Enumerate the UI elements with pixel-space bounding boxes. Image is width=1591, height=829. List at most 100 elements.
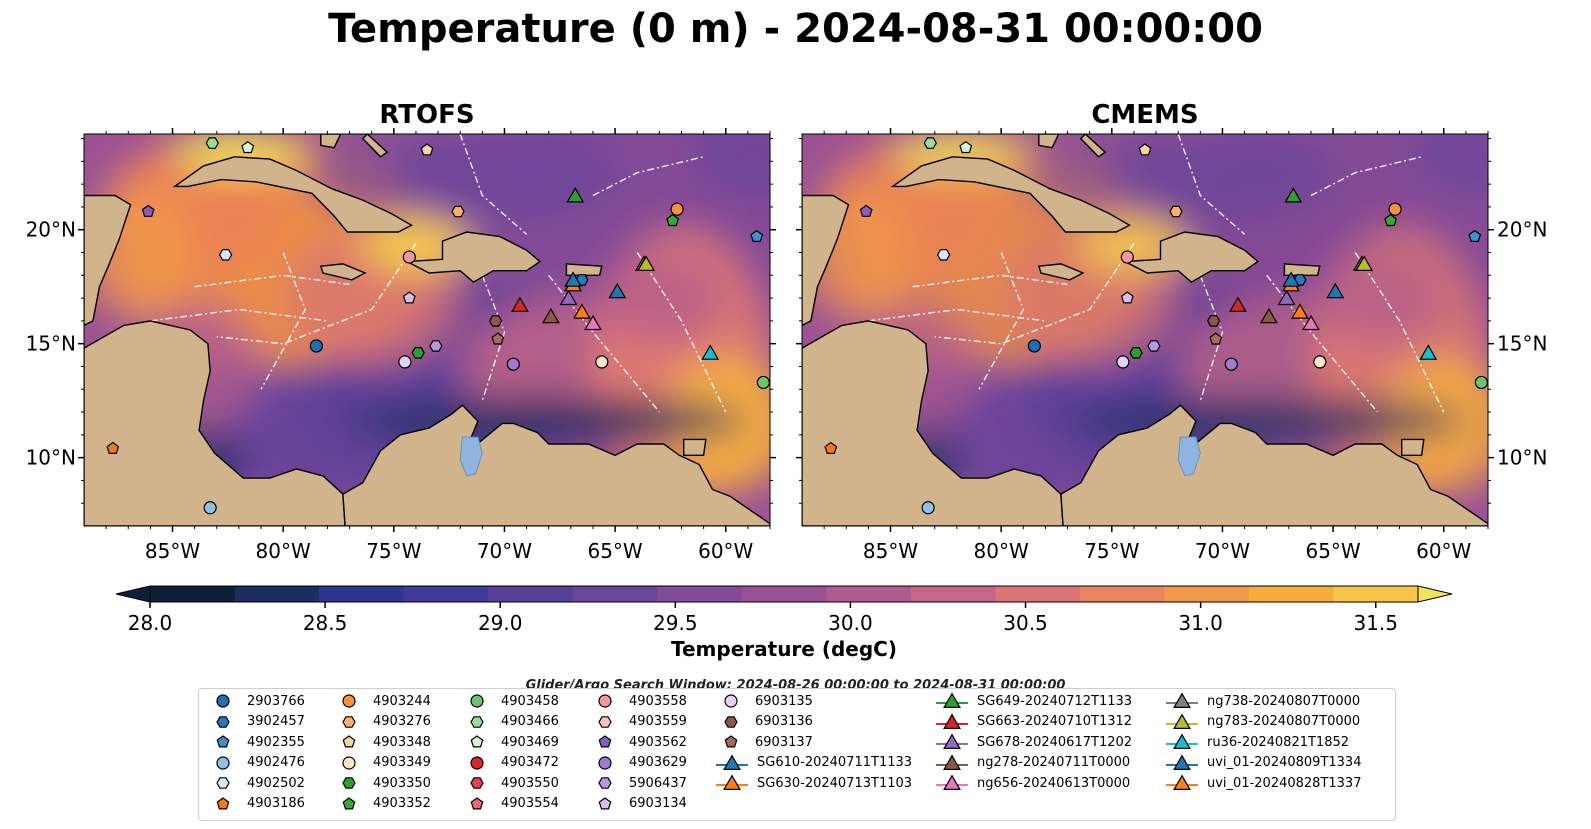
boundary-line bbox=[1354, 252, 1445, 413]
legend-marker bbox=[598, 694, 612, 708]
legend-item: 6903137 bbox=[715, 732, 813, 752]
legend-item: ru36-20240821T1852 bbox=[1165, 732, 1349, 752]
legend-shape bbox=[598, 796, 612, 809]
argo-float-marker bbox=[420, 143, 434, 156]
legend-item: 4902502 bbox=[207, 773, 305, 793]
glider-marker bbox=[1326, 282, 1345, 299]
legend-marker bbox=[716, 753, 748, 770]
boundary-line bbox=[548, 274, 660, 413]
legend-marker bbox=[1166, 753, 1198, 770]
argo-float-marker bbox=[1468, 229, 1482, 242]
legend-marker bbox=[724, 715, 738, 728]
lake-maracaibo bbox=[1177, 436, 1201, 477]
argo-float-marker bbox=[824, 441, 838, 454]
legend-label: 4902476 bbox=[247, 755, 305, 770]
glider-marker bbox=[511, 296, 529, 312]
glider-marker bbox=[584, 314, 602, 331]
legend-label: 4903349 bbox=[373, 755, 431, 770]
legend-item: SG649-20240712T1133 bbox=[935, 691, 1132, 711]
argo-float-marker bbox=[670, 202, 684, 216]
legend-shape bbox=[598, 715, 612, 728]
legend-marker bbox=[216, 715, 230, 728]
argo-float-marker bbox=[451, 205, 465, 218]
legend-triangle bbox=[943, 733, 961, 749]
legend-label: uvi_01-20240828T1337 bbox=[1207, 775, 1362, 791]
legend-shape bbox=[342, 715, 356, 728]
glider-marker bbox=[572, 303, 591, 319]
legend-item: 4903348 bbox=[333, 732, 431, 752]
sst-patch bbox=[393, 134, 616, 219]
legend-item: ng656-20240613T0000 bbox=[935, 773, 1130, 793]
colorbar-segment bbox=[826, 586, 912, 602]
legend-marker bbox=[936, 712, 968, 729]
glider-marker bbox=[566, 187, 585, 203]
lat-tick-label: 15°N bbox=[1497, 332, 1547, 356]
legend-item: 6903135 bbox=[715, 691, 813, 711]
boundary-line bbox=[481, 275, 506, 401]
sst-patch bbox=[592, 252, 726, 344]
colorbar-tick-label: 30.5 bbox=[1003, 611, 1048, 635]
argo-float-marker bbox=[241, 140, 255, 154]
argo-float-marker bbox=[595, 355, 609, 369]
legend-marker bbox=[470, 694, 484, 708]
legend-label: 5906437 bbox=[629, 775, 687, 791]
land-bahamas-b bbox=[361, 134, 389, 158]
legend-shape bbox=[216, 715, 230, 728]
glider-marker bbox=[1229, 296, 1247, 312]
legend-shape bbox=[342, 755, 356, 770]
legend-item: SG630-20240713T1103 bbox=[715, 773, 912, 793]
legend-item: 4903558 bbox=[589, 691, 687, 711]
argo-float-marker bbox=[1313, 355, 1327, 369]
lon-tick-label: 80°W bbox=[256, 539, 311, 563]
legend-label: 6903137 bbox=[755, 734, 813, 750]
legend-marker bbox=[724, 735, 738, 748]
legend-marker bbox=[470, 715, 484, 728]
lat-tick-label: 20°N bbox=[26, 218, 76, 242]
legend-item: 4902476 bbox=[207, 753, 305, 773]
legend-item: 4903466 bbox=[461, 712, 559, 732]
legend-label: 4903554 bbox=[501, 796, 559, 811]
lon-tick-label: 70°W bbox=[1195, 539, 1250, 563]
legend-item: uvi_01-20240828T1337 bbox=[1165, 773, 1361, 793]
argo-float-marker bbox=[936, 249, 951, 261]
lon-tick-label: 65°W bbox=[587, 539, 642, 563]
legend-item: 4903472 bbox=[461, 753, 559, 773]
legend-triangle bbox=[943, 712, 961, 729]
argo-float-marker bbox=[491, 332, 505, 345]
argo-float-marker bbox=[1147, 340, 1161, 352]
legend-shape bbox=[598, 735, 612, 748]
map-frame bbox=[83, 133, 771, 527]
colorbar-tick-label: 28.5 bbox=[303, 611, 348, 635]
argo-float-marker bbox=[106, 441, 120, 454]
legend-label: 4903472 bbox=[501, 755, 559, 770]
legend-marker bbox=[598, 755, 612, 770]
legend-label: 4903244 bbox=[373, 693, 431, 709]
argo-float-marker bbox=[1384, 213, 1398, 227]
legend-item: 4903554 bbox=[461, 794, 559, 814]
legend-item: 4903550 bbox=[461, 773, 559, 793]
legend-marker bbox=[342, 715, 356, 728]
colorbar-segment bbox=[910, 586, 996, 602]
boundary-line bbox=[1199, 275, 1224, 401]
argo-float-marker bbox=[1224, 357, 1238, 371]
argo-float-marker bbox=[402, 250, 416, 264]
glider-marker bbox=[1302, 314, 1320, 331]
legend-label: 6903136 bbox=[755, 714, 813, 729]
argo-float-marker bbox=[666, 213, 680, 227]
legend-item: 4903629 bbox=[589, 753, 687, 773]
legend-triangle bbox=[723, 753, 741, 770]
glider-marker bbox=[1282, 271, 1300, 287]
colorbar-tick-label: 29.0 bbox=[478, 611, 523, 635]
map-panel-rtofs bbox=[83, 133, 771, 527]
legend-item: 4903349 bbox=[333, 753, 431, 773]
legend-marker bbox=[342, 796, 356, 809]
legend-marker bbox=[936, 733, 968, 749]
legend-marker bbox=[216, 735, 230, 748]
legend: 2903766 3902457 4902355 4902476 4902502 49031… bbox=[198, 688, 1396, 821]
legend-label: SG678-20240617T1202 bbox=[977, 734, 1133, 750]
legend-marker bbox=[1166, 692, 1198, 708]
legend-label: 4903276 bbox=[373, 714, 431, 729]
colorbar-extend-low bbox=[115, 585, 151, 603]
legend-label: 4903550 bbox=[501, 775, 559, 791]
legend-label: 4903186 bbox=[247, 796, 305, 811]
